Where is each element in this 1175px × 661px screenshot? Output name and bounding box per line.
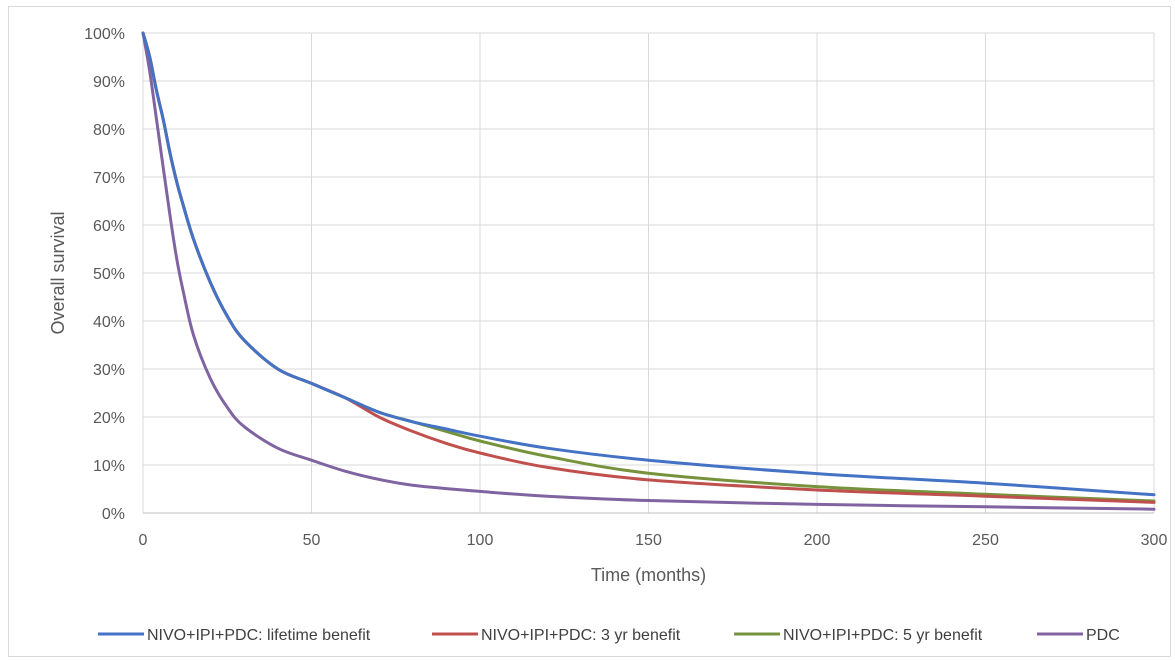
axes <box>142 33 1154 514</box>
y-tick-labels: 0% 10% 20% 30% 40% 50% 60% 70% 80% 90% 100% <box>84 26 125 523</box>
x-tick-labels: 0 50 100 150 200 250 300 <box>139 532 1168 549</box>
y-tick-label: 70% <box>93 170 125 187</box>
y-tick-label: 100% <box>84 26 125 43</box>
y-tick-label: 50% <box>93 266 125 283</box>
y-tick-label: 80% <box>93 122 125 139</box>
y-tick-label: 0% <box>102 506 125 523</box>
y-tick-label: 90% <box>93 74 125 91</box>
x-axis-title: Time (months) <box>591 565 706 585</box>
x-tick-label: 300 <box>1141 532 1168 549</box>
grid <box>143 32 1155 513</box>
legend-label-3: NIVO+IPI+PDC: 5 yr benefit <box>783 627 983 644</box>
chart-frame <box>8 6 1171 657</box>
x-tick-label: 0 <box>139 532 148 549</box>
y-tick-label: 10% <box>93 458 125 475</box>
x-tick-label: 250 <box>972 532 999 549</box>
x-tick-label: 50 <box>303 532 321 549</box>
y-tick-label: 30% <box>93 362 125 379</box>
legend-label-2: NIVO+IPI+PDC: 3 yr benefit <box>481 627 681 644</box>
legend-label-1: NIVO+IPI+PDC: lifetime benefit <box>147 627 371 644</box>
y-tick-label: 60% <box>93 218 125 235</box>
x-tick-label: 150 <box>635 532 662 549</box>
y-tick-label: 20% <box>93 410 125 427</box>
x-tick-label: 100 <box>467 532 494 549</box>
y-tick-label: 40% <box>93 314 125 331</box>
x-tick-label: 200 <box>804 532 831 549</box>
series-line-1 <box>141 31 1156 497</box>
series-line-4 <box>141 31 1156 511</box>
legend-label-4: PDC <box>1086 627 1120 644</box>
series-lines <box>141 31 1156 511</box>
y-axis-title: Overall survival <box>48 211 68 334</box>
legend: NIVO+IPI+PDC: lifetime benefit NIVO+IPI+P… <box>98 627 1120 644</box>
